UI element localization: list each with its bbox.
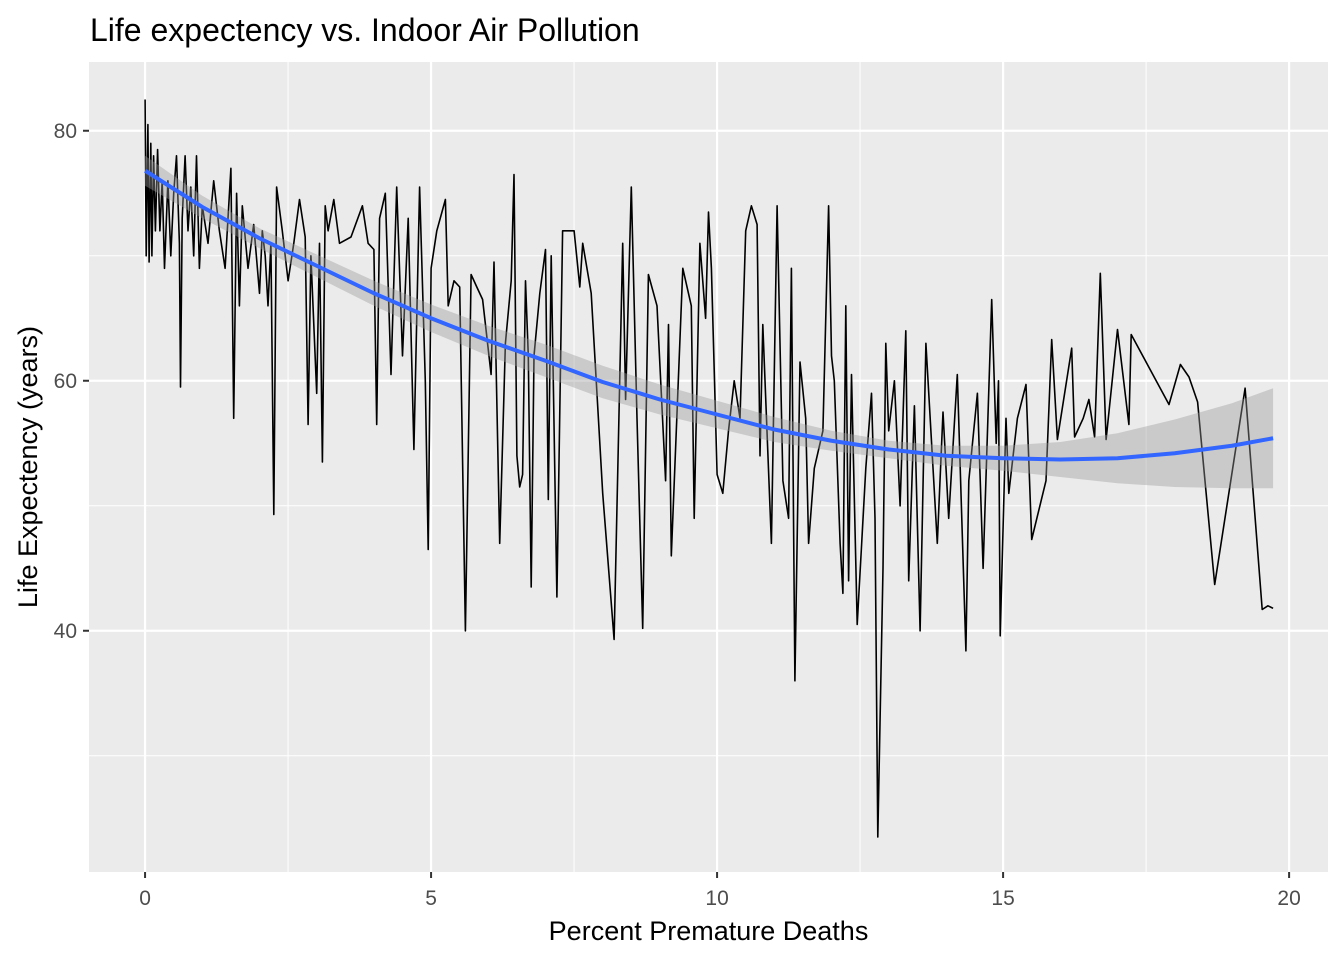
x-tick-label: 15 (991, 887, 1014, 910)
plot-panel (89, 62, 1328, 872)
x-tick-label: 20 (1277, 887, 1300, 910)
y-tick-label: 40 (54, 620, 77, 643)
data-line (144, 99, 1274, 838)
x-axis-title: Percent Premature Deaths (549, 916, 869, 946)
y-tick-label: 60 (54, 370, 77, 393)
y-axis-title: Life Expectency (years) (13, 326, 43, 608)
x-tick-label: 10 (705, 887, 728, 910)
x-tick-label: 5 (425, 887, 437, 910)
x-tick-label: 0 (139, 887, 151, 910)
y-tick-label: 80 (54, 120, 77, 143)
axes: 0 5 10 15 20 40 60 80 (54, 120, 1301, 910)
chart-title: Life expectency vs. Indoor Air Pollution (90, 12, 640, 48)
smooth-line-group (143, 169, 1274, 462)
data-line-group (144, 99, 1274, 838)
smooth-line (143, 169, 1274, 462)
